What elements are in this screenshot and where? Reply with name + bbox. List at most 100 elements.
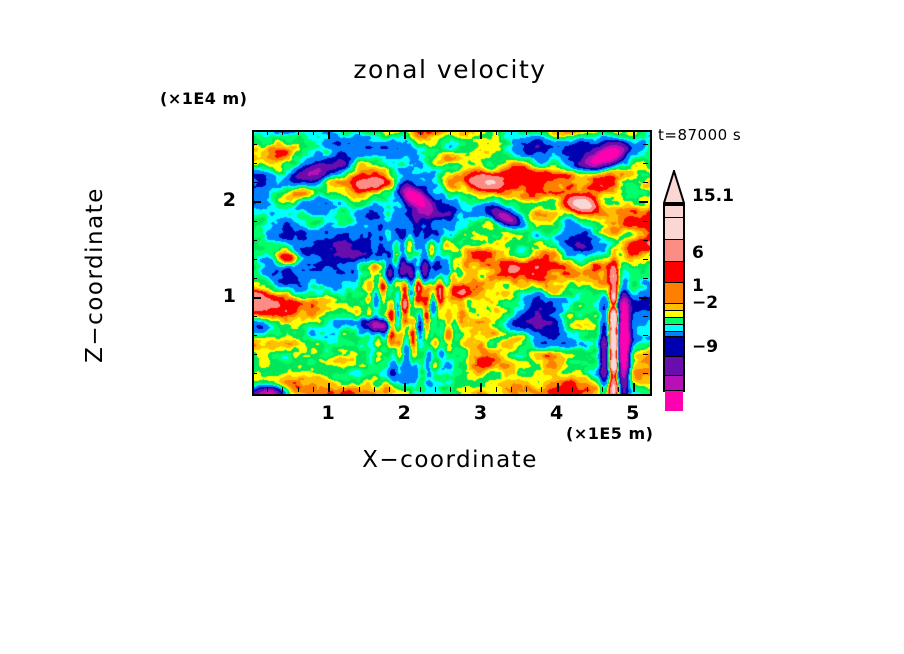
axis-tick-mark	[435, 130, 436, 135]
axis-tick-mark	[450, 130, 451, 135]
axis-tick-mark	[557, 383, 559, 392]
axis-tick-mark	[587, 387, 588, 392]
x-tick-label: 2	[397, 402, 411, 424]
colorbar-band	[665, 262, 683, 283]
axis-tick-mark	[282, 387, 283, 392]
colorbar-band	[665, 376, 683, 391]
axis-tick-mark	[343, 387, 344, 392]
axis-tick-mark	[643, 163, 648, 164]
y-axis-title: Z−coordinate	[82, 187, 108, 363]
velocity-field-image	[254, 132, 650, 394]
y-tick-label: 2	[222, 189, 236, 212]
colorbar-band	[665, 218, 683, 240]
axis-tick-mark	[343, 130, 344, 135]
axis-tick-mark	[541, 387, 542, 392]
axis-tick-mark	[282, 130, 283, 135]
axis-tick-mark	[435, 387, 436, 392]
axis-tick-mark	[420, 387, 421, 392]
axis-tick-mark	[328, 383, 330, 392]
axis-tick-mark	[252, 373, 257, 374]
axis-tick-mark	[496, 387, 497, 392]
axis-tick-mark	[252, 182, 257, 183]
axis-tick-mark	[404, 130, 406, 139]
axis-tick-mark	[252, 221, 257, 222]
axis-tick-mark	[643, 240, 648, 241]
axis-tick-mark	[404, 383, 406, 392]
axis-tick-mark	[252, 259, 257, 260]
colorbar-band	[665, 311, 683, 318]
axis-tick-mark	[252, 144, 257, 145]
axis-tick-mark	[643, 221, 648, 222]
axis-tick-mark	[643, 335, 648, 336]
axis-tick-mark	[389, 130, 390, 135]
axis-tick-mark	[633, 130, 635, 139]
axis-tick-mark	[252, 240, 257, 241]
colorbar-band	[665, 391, 683, 411]
axis-tick-mark	[374, 130, 375, 135]
colorbar-band	[665, 304, 683, 311]
axis-tick-mark	[572, 130, 573, 135]
axis-tick-mark	[298, 387, 299, 392]
axis-tick-mark	[252, 163, 257, 164]
colorbar-band	[665, 318, 683, 325]
axis-tick-mark	[450, 387, 451, 392]
axis-tick-mark	[639, 297, 648, 299]
y-tick-label: 1	[222, 284, 236, 307]
axis-tick-mark	[526, 130, 527, 135]
contour-plot-area	[252, 130, 652, 396]
axis-tick-mark	[328, 130, 330, 139]
axis-tick-mark	[541, 130, 542, 135]
colorbar-tick-label: 15.1	[692, 186, 734, 206]
axis-tick-mark	[252, 201, 261, 203]
x-axis-title: X−coordinate	[362, 447, 538, 473]
axis-tick-mark	[389, 387, 390, 392]
colorbar-tick-label: −2	[692, 293, 719, 313]
axis-tick-mark	[511, 387, 512, 392]
figure-title: zonal velocity	[353, 55, 547, 84]
axis-tick-mark	[643, 259, 648, 260]
axis-tick-mark	[480, 130, 482, 139]
axis-tick-mark	[420, 130, 421, 135]
axis-tick-mark	[480, 383, 482, 392]
colorbar-band	[665, 283, 683, 304]
axis-tick-mark	[643, 182, 648, 183]
colorbar-band	[665, 337, 683, 357]
x-tick-label: 3	[473, 402, 488, 424]
axis-tick-mark	[252, 335, 257, 336]
axis-tick-mark	[359, 130, 360, 135]
axis-tick-mark	[643, 316, 648, 317]
axis-tick-mark	[618, 387, 619, 392]
axis-tick-mark	[643, 144, 648, 145]
axis-tick-mark	[267, 130, 268, 135]
colorbar-tick-label: 1	[692, 276, 704, 296]
axis-tick-mark	[252, 316, 257, 317]
colorbar-band	[665, 332, 683, 337]
axis-tick-mark	[465, 387, 466, 392]
colorbar-band	[665, 206, 683, 218]
colorbar-tick-label: −9	[692, 337, 719, 357]
axis-tick-mark	[313, 387, 314, 392]
axis-tick-mark	[526, 387, 527, 392]
axis-tick-mark	[252, 354, 257, 355]
timestamp-label: t=87000 s	[658, 126, 742, 144]
axis-tick-mark	[374, 387, 375, 392]
axis-tick-mark	[252, 278, 257, 279]
x-tick-label: 1	[321, 402, 335, 424]
axis-tick-mark	[496, 130, 497, 135]
axis-tick-mark	[643, 373, 648, 374]
axis-tick-mark	[602, 387, 603, 392]
axis-tick-mark	[267, 387, 268, 392]
axis-tick-mark	[511, 130, 512, 135]
axis-tick-mark	[643, 354, 648, 355]
x-tick-label: 5	[626, 402, 640, 424]
axis-tick-mark	[587, 130, 588, 135]
colorbar-bands	[663, 204, 685, 411]
axis-tick-mark	[465, 130, 466, 135]
colorbar-top-arrow-icon	[663, 170, 685, 204]
x-tick-label: 4	[549, 402, 564, 424]
colorbar	[663, 170, 685, 411]
colorbar-band	[665, 240, 683, 262]
colorbar-band	[665, 325, 683, 332]
axis-tick-mark	[643, 278, 648, 279]
